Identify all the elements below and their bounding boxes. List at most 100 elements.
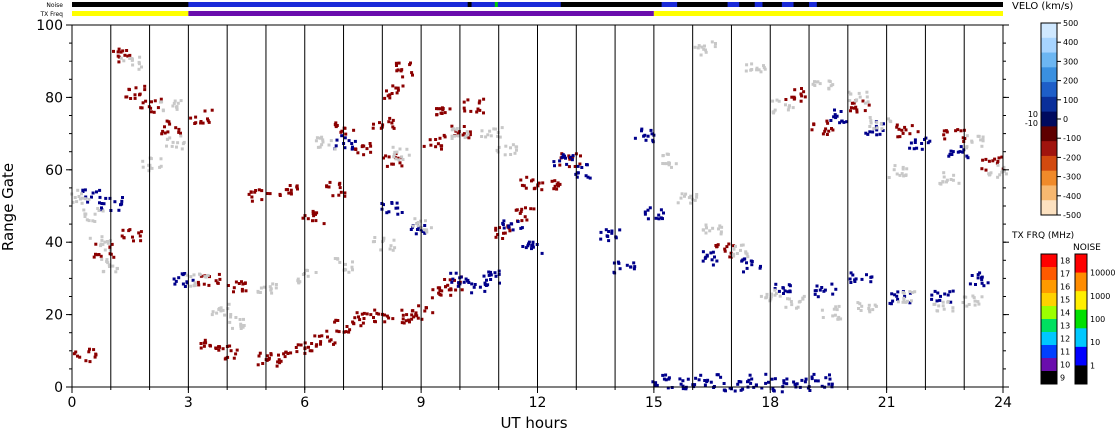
data-point: [739, 243, 743, 247]
data-point: [684, 387, 688, 391]
data-point: [274, 283, 278, 286]
data-point: [778, 294, 782, 298]
data-point: [132, 239, 135, 243]
data-point: [177, 276, 181, 280]
data-point: [138, 55, 142, 59]
data-point: [782, 381, 786, 385]
data-point: [732, 254, 736, 258]
data-point: [94, 242, 98, 246]
data-point: [226, 307, 230, 311]
data-point: [867, 303, 871, 307]
data-point: [440, 144, 444, 148]
data-point: [948, 290, 952, 294]
data-point: [410, 71, 414, 75]
frequency-color-swatch: [1041, 254, 1057, 268]
data-point: [904, 174, 908, 177]
data-point: [137, 67, 141, 71]
data-point: [943, 292, 947, 296]
data-point: [783, 289, 787, 293]
data-point: [139, 239, 143, 243]
data-point: [704, 231, 708, 235]
data-point: [454, 288, 458, 292]
data-point: [388, 116, 392, 120]
data-point: [425, 230, 429, 234]
data-point: [700, 45, 704, 49]
data-point: [398, 161, 402, 165]
data-point: [567, 165, 571, 169]
data-point: [711, 226, 715, 230]
data-point: [325, 329, 329, 333]
data-point: [177, 130, 181, 134]
txfreq-strip-label: TX Freq: [39, 11, 63, 18]
data-point: [494, 228, 498, 232]
data-point: [662, 377, 666, 381]
data-point: [525, 218, 529, 222]
data-point: [333, 320, 337, 324]
noise-strip-segment: [754, 2, 763, 7]
data-point: [773, 293, 777, 297]
data-point: [347, 270, 351, 274]
data-point: [388, 96, 392, 100]
data-point: [810, 128, 814, 132]
data-point: [816, 295, 820, 299]
data-point: [343, 146, 347, 150]
data-point: [257, 188, 261, 192]
data-point: [814, 379, 817, 383]
data-point: [84, 195, 88, 199]
data-point: [837, 315, 841, 319]
data-point: [943, 137, 947, 141]
velocity-color-swatch: [1041, 155, 1057, 172]
data-point: [163, 131, 167, 135]
data-point: [842, 120, 846, 124]
data-point: [438, 286, 442, 290]
data-point: [296, 277, 300, 281]
data-point: [887, 176, 891, 179]
data-point: [387, 155, 391, 159]
data-point: [866, 100, 870, 104]
data-point: [371, 240, 375, 244]
data-point: [965, 154, 969, 158]
data-point: [578, 162, 582, 166]
data-point: [745, 261, 748, 265]
data-point: [977, 302, 981, 306]
data-point: [75, 200, 79, 204]
velocity-tick-label: -300: [1063, 173, 1081, 182]
data-point: [128, 56, 132, 60]
data-point: [357, 315, 360, 319]
data-point: [284, 350, 288, 354]
data-point: [350, 265, 354, 269]
axes: UT hours Range Gate 0 3 6 9 12 15 18 21 24 0 20 40 6…: [0, 18, 1012, 432]
data-point: [177, 127, 181, 131]
data-point: [81, 188, 85, 192]
data-point: [351, 268, 354, 272]
data-point: [420, 317, 424, 321]
data-point: [101, 270, 105, 274]
data-point: [859, 309, 863, 312]
data-point: [556, 183, 560, 187]
data-point: [470, 291, 474, 295]
data-point: [629, 265, 633, 269]
data-point: [396, 86, 400, 90]
data-point: [762, 66, 766, 69]
data-point: [175, 145, 178, 149]
data-point: [391, 248, 395, 252]
data-point: [356, 151, 360, 155]
noise-strip-label: Noise: [46, 2, 63, 9]
plot-area: [70, 24, 1008, 394]
data-point: [72, 352, 76, 356]
data-point: [719, 232, 723, 236]
data-point: [509, 146, 512, 150]
data-point: [369, 313, 373, 317]
data-point: [296, 343, 300, 347]
frequency-tick-label: 13: [1060, 322, 1070, 331]
data-point: [256, 289, 260, 293]
data-point: [959, 145, 963, 149]
data-point: [984, 168, 988, 172]
data-point: [965, 134, 969, 138]
data-point: [450, 124, 454, 128]
data-point: [863, 101, 867, 105]
data-point: [440, 106, 444, 110]
data-point: [369, 144, 373, 148]
velocity-color-swatch: [1041, 200, 1057, 216]
data-point: [312, 214, 316, 218]
